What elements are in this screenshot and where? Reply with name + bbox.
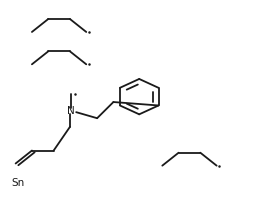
Text: Sn: Sn bbox=[11, 178, 25, 188]
Text: N: N bbox=[67, 106, 75, 116]
